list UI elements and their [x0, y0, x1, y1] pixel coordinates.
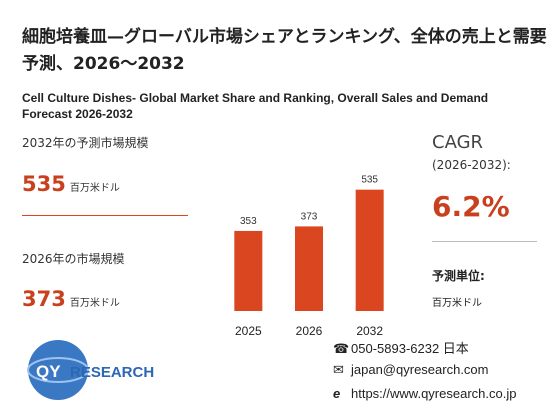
icon: e — [333, 386, 341, 401]
logo-text: RESEARCH — [70, 364, 154, 381]
email: ✉ japan@qyresearch.com — [333, 362, 488, 378]
phone: ☎ 050-5893-6232 日本 — [333, 338, 469, 357]
stat-label: 2026年の市場規模 — [22, 252, 125, 266]
stat-value: 373 — [22, 287, 66, 311]
logo-text: QY — [36, 362, 61, 381]
x-tick-label: 2032 — [356, 324, 383, 338]
unit-value: 百万米ドル — [432, 298, 482, 309]
title: 細胞培養皿—グローバル市場シェアとランキング、全体の売上と需要予測、2026～2… — [22, 27, 547, 74]
bar — [355, 189, 384, 311]
x-tick-label: 2025 — [235, 324, 262, 338]
icon: ✉ — [333, 362, 344, 377]
bar — [295, 226, 323, 311]
bar — [234, 230, 263, 311]
url: e https://www.qyresearch.co.jp — [333, 386, 516, 401]
plot: 2025 353 2026 373 2032 535 — [234, 175, 384, 338]
divider — [432, 241, 537, 242]
icon: ☎ — [333, 341, 350, 356]
stat-label: 2032年の予測市場規模 — [22, 136, 149, 150]
stat-value-wrap: 535 百万米ドル — [22, 172, 120, 196]
divider — [22, 215, 188, 216]
stat-value-wrap: 373 百万米ドル — [22, 287, 120, 311]
x-tick-label: 2026 — [296, 324, 323, 338]
stat-value: 535 — [22, 172, 66, 196]
cagr-value: 6.2% — [432, 190, 510, 223]
logo-globe — [28, 340, 88, 400]
stat-unit: 百万米ドル — [69, 183, 120, 194]
cagr-period: (2026-2032): — [432, 158, 511, 172]
value-label: 535 — [361, 175, 378, 186]
phone-text: 050-5893-6232 日本 — [351, 341, 469, 356]
stat-unit: 百万米ドル — [69, 298, 120, 309]
url-text: https://www.qyresearch.co.jp — [351, 386, 517, 401]
value-label: 353 — [240, 216, 257, 227]
unit-label: 予測単位: — [432, 269, 485, 283]
subtitle: Cell Culture Dishes- Global Market Share… — [22, 91, 489, 121]
value-label: 373 — [301, 211, 318, 222]
email-text: japan@qyresearch.com — [351, 362, 489, 377]
logo-orbit — [27, 357, 89, 383]
cagr-label: CAGR — [432, 132, 484, 153]
